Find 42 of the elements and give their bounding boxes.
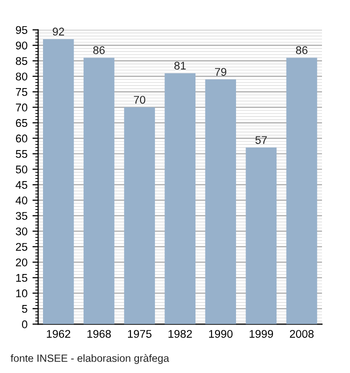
x-tick-label: 1999	[250, 330, 274, 338]
bar	[286, 58, 318, 324]
y-tick-label: 60	[16, 134, 28, 142]
bar	[205, 79, 236, 324]
bar	[84, 58, 114, 324]
y-tick-label: 35	[16, 212, 28, 220]
y-tick-label: 25	[16, 242, 28, 251]
y-tick-label: 45	[16, 181, 28, 189]
x-tick-label: 1990	[209, 330, 233, 338]
y-tick-label: 20	[16, 258, 28, 266]
data-label: 57	[255, 136, 267, 144]
x-tick-label: 2008	[290, 330, 314, 338]
data-label: 79	[215, 68, 226, 76]
bar	[164, 73, 196, 324]
data-label: 86	[93, 46, 105, 54]
x-tick-label: 1962	[46, 330, 70, 338]
y-tick-label: 90	[16, 42, 28, 50]
y-tick-label: 95	[16, 26, 28, 34]
y-tick-label: 85	[16, 57, 28, 65]
y-tick-label: 10	[16, 289, 28, 298]
bar	[246, 148, 277, 324]
data-label: 81	[174, 62, 186, 70]
y-tick-label: 65	[16, 119, 28, 127]
x-tick-label: 1968	[87, 330, 111, 338]
data-label: 70	[134, 96, 146, 104]
source-note: fonte INSEE - elaborasion gràfega	[10, 354, 170, 364]
bar	[43, 39, 74, 324]
y-tick-label: 80	[16, 72, 28, 80]
y-tick-label: 0	[22, 320, 28, 328]
x-tick-label: 1975	[128, 330, 152, 338]
y-tick-label: 55	[16, 150, 28, 158]
bar	[124, 107, 155, 324]
y-tick-label: 40	[16, 196, 28, 204]
y-tick-label: 50	[16, 166, 28, 174]
data-label: 86	[296, 46, 308, 54]
y-tick-label: 70	[16, 104, 28, 112]
y-tick-label: 15	[16, 274, 28, 282]
y-tick-label: 75	[16, 88, 28, 96]
data-label: 92	[52, 28, 64, 36]
y-tick-label: 30	[16, 227, 28, 236]
y-tick-label: 5	[22, 305, 28, 313]
x-tick-label: 1982	[168, 330, 192, 338]
